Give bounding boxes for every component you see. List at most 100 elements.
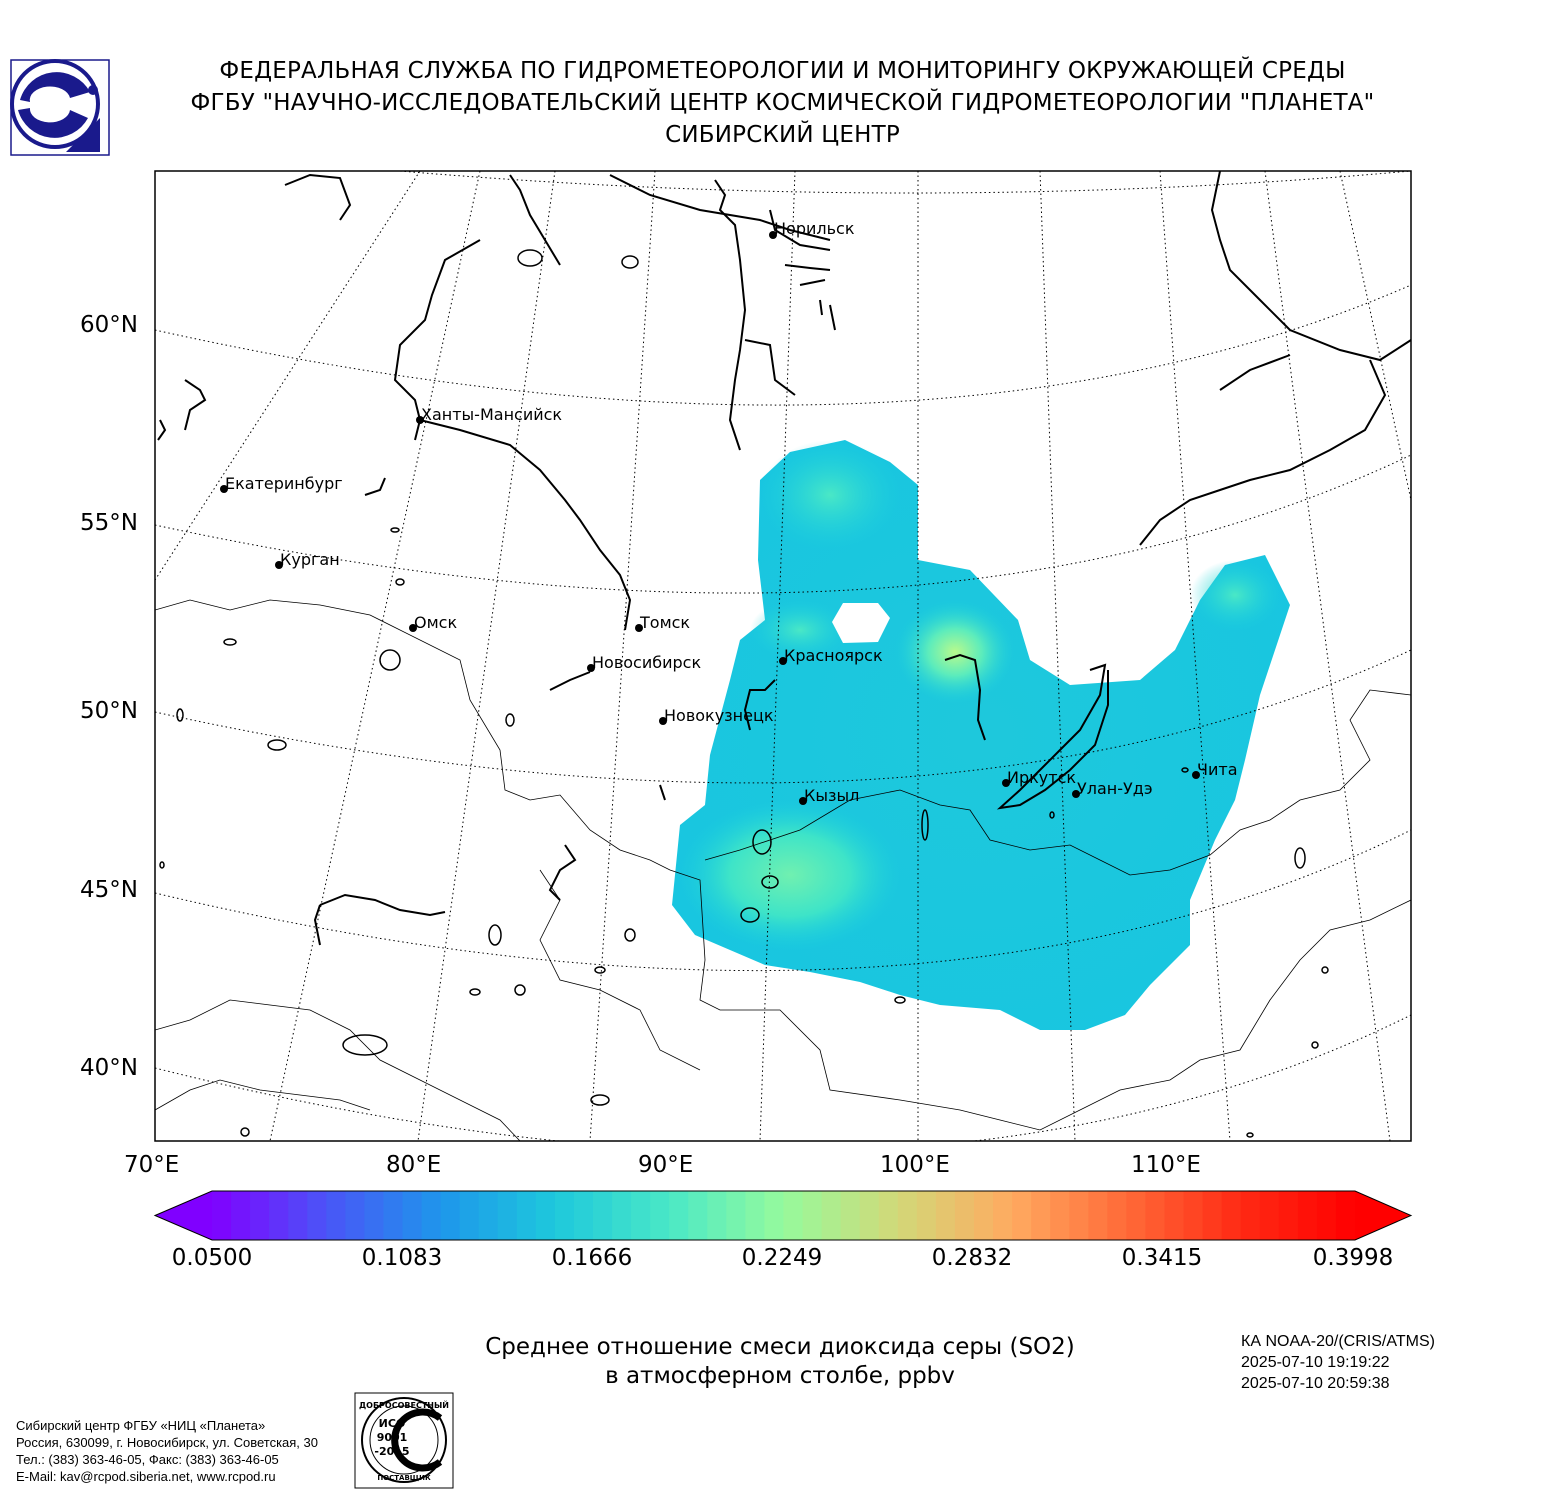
colorbar-min-extension bbox=[155, 1191, 212, 1240]
colorbar-tick-6: 0.3998 bbox=[1312, 1245, 1394, 1271]
city-label-novokuznetsk: Новокузнецк bbox=[664, 706, 774, 725]
colorbar-segment bbox=[650, 1191, 670, 1240]
iso-line-2: 9001 bbox=[377, 1431, 408, 1444]
city-dot-yekaterinburg bbox=[220, 485, 228, 493]
city-dot-novosibirsk bbox=[587, 664, 595, 672]
colorbar-segment bbox=[1335, 1191, 1356, 1240]
city-dot-kyzyl bbox=[799, 797, 807, 805]
colorbar-segment bbox=[954, 1191, 975, 1240]
colorbar-segment bbox=[1069, 1191, 1089, 1240]
colorbar-segment bbox=[916, 1191, 937, 1240]
satellite-name: КА NOAA-20/(CRIS/ATMS) bbox=[1241, 1333, 1435, 1350]
colorbar-segment bbox=[573, 1191, 594, 1240]
colorbar-segment bbox=[307, 1191, 327, 1240]
city-dot-omsk bbox=[409, 624, 417, 632]
colorbar-segment bbox=[1297, 1191, 1318, 1240]
colorbar-segment bbox=[1259, 1191, 1280, 1240]
colorbar-segment bbox=[345, 1191, 365, 1240]
colorbar-segment bbox=[688, 1191, 708, 1240]
colorbar-segment bbox=[1012, 1191, 1032, 1240]
colorbar-segment bbox=[764, 1191, 785, 1240]
city-dot-ulan-ude bbox=[1072, 790, 1080, 798]
lon-label-100: 100°E bbox=[880, 1152, 950, 1178]
city-label-yekaterinburg: Екатеринбург bbox=[225, 474, 343, 493]
colorbar-segment bbox=[612, 1191, 632, 1240]
colorbar-segment bbox=[1164, 1191, 1185, 1240]
city-label-ulan-ude: Улан-Удэ bbox=[1077, 779, 1153, 798]
map-frame bbox=[154, 170, 1412, 1142]
colorbar-segment bbox=[1240, 1191, 1261, 1240]
colorbar-segment bbox=[326, 1191, 346, 1240]
rivers-coastlines bbox=[157, 171, 1411, 946]
colorbar-segment bbox=[669, 1191, 689, 1240]
colorbar-outline bbox=[153, 1190, 1413, 1241]
colorbar-tick-0: 0.0500 bbox=[171, 1245, 253, 1271]
caption-line-2: в атмосферном столбе, ppbv bbox=[605, 1363, 955, 1389]
colorbar-segment bbox=[726, 1191, 746, 1240]
colorbar-max-extension bbox=[1355, 1191, 1411, 1240]
lat-label-55: 55°N bbox=[80, 510, 138, 536]
colorbar-segment bbox=[497, 1191, 518, 1240]
so2-field bbox=[672, 440, 1290, 1030]
city-dot-krasnoyarsk bbox=[779, 657, 787, 665]
colorbar-segment bbox=[1126, 1191, 1147, 1240]
colorbar-segment bbox=[250, 1191, 270, 1240]
colorbar-tick-5: 0.3415 bbox=[1121, 1245, 1203, 1271]
colorbar-segment bbox=[840, 1191, 861, 1240]
country-borders bbox=[155, 599, 1411, 1141]
colorbar-segment bbox=[516, 1191, 537, 1240]
lon-label-80: 80°E bbox=[386, 1152, 442, 1178]
colorbar-tick-2: 0.1666 bbox=[551, 1245, 633, 1271]
iso-line-3: -2015 bbox=[374, 1445, 409, 1458]
colorbar-segment bbox=[459, 1191, 480, 1240]
colorbar bbox=[153, 1190, 1413, 1241]
colorbar-segment bbox=[935, 1191, 956, 1240]
city-dot-khanty-mansiysk bbox=[416, 416, 424, 424]
satellite-start-time: 2025-07-10 19:19:22 bbox=[1241, 1354, 1390, 1371]
colorbar-segment bbox=[1031, 1191, 1051, 1240]
colorbar-segment bbox=[1202, 1191, 1223, 1240]
colorbar-segment bbox=[859, 1191, 880, 1240]
header-title-3: СИБИРСКИЙ ЦЕНТР bbox=[665, 122, 900, 148]
colorbar-segment bbox=[1145, 1191, 1166, 1240]
colorbar-segment bbox=[1316, 1191, 1337, 1240]
colorbar-segment bbox=[1183, 1191, 1204, 1240]
caption-line-1: Среднее отношение смеси диоксида серы (S… bbox=[485, 1334, 1075, 1360]
city-markers: Норильск Ханты-Мансийск Екатеринбург Кур… bbox=[220, 219, 1238, 805]
map-area: Норильск Ханты-Мансийск Екатеринбург Кур… bbox=[155, 171, 1411, 1141]
colorbar-segment bbox=[288, 1191, 308, 1240]
colorbar-segment bbox=[440, 1191, 461, 1240]
colorbar-segment bbox=[402, 1191, 423, 1240]
colorbar-segment bbox=[535, 1191, 556, 1240]
footer-line-3: Тел.: (383) 363-46-05, Факс: (383) 363-4… bbox=[16, 1452, 279, 1467]
iso-bottom-text: ПОСТАВЩИК bbox=[377, 1474, 431, 1482]
colorbar-segment bbox=[364, 1191, 385, 1240]
satellite-end-time: 2025-07-10 20:59:38 bbox=[1241, 1375, 1390, 1392]
colorbar-segment bbox=[554, 1191, 575, 1240]
colorbar-tick-4: 0.2832 bbox=[931, 1245, 1013, 1271]
city-dot-kurgan bbox=[275, 561, 283, 569]
colorbar-segment bbox=[802, 1191, 823, 1240]
lat-label-50: 50°N bbox=[80, 698, 138, 724]
colorbar-segment bbox=[707, 1191, 727, 1240]
colorbar-segment bbox=[821, 1191, 842, 1240]
city-label-novosibirsk: Новосибирск bbox=[592, 653, 701, 672]
city-dot-irkutsk bbox=[1002, 779, 1010, 787]
colorbar-segment bbox=[1278, 1191, 1299, 1240]
colorbar-segment bbox=[631, 1191, 651, 1240]
city-label-irkutsk: Иркутск bbox=[1007, 768, 1076, 787]
colorbar-segment bbox=[745, 1191, 766, 1240]
colorbar-segment bbox=[421, 1191, 442, 1240]
footer-line-2: Россия, 630099, г. Новосибирск, ул. Сове… bbox=[16, 1435, 318, 1450]
footer-line-1: Сибирский центр ФГБУ «НИЦ «Планета» bbox=[16, 1418, 266, 1433]
colorbar-segment bbox=[231, 1191, 251, 1240]
colorbar-tick-1: 0.1083 bbox=[361, 1245, 443, 1271]
city-label-krasnoyarsk: Красноярск bbox=[784, 646, 883, 665]
lakes bbox=[159, 249, 1329, 1138]
colorbar-segment bbox=[897, 1191, 918, 1240]
iso-top-text: ДОБРОСОВЕСТНЫЙ bbox=[359, 1399, 449, 1410]
lon-label-90: 90°E bbox=[638, 1152, 694, 1178]
header-title-2: ФГБУ "НАУЧНО-ИССЛЕДОВАТЕЛЬСКИЙ ЦЕНТР КОС… bbox=[190, 90, 1375, 116]
colorbar-segment bbox=[993, 1191, 1013, 1240]
iso-badge: ДОБРОСОВЕСТНЫЙ ИСО 9001 -2015 ПОСТАВЩИК bbox=[354, 1392, 454, 1489]
